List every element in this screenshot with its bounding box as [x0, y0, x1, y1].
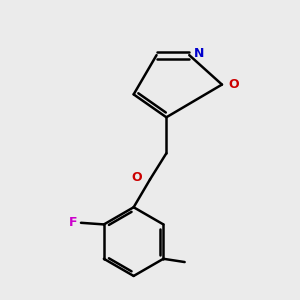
Text: F: F [69, 216, 77, 229]
Text: O: O [229, 78, 239, 91]
Text: N: N [194, 47, 205, 60]
Text: O: O [131, 171, 142, 184]
